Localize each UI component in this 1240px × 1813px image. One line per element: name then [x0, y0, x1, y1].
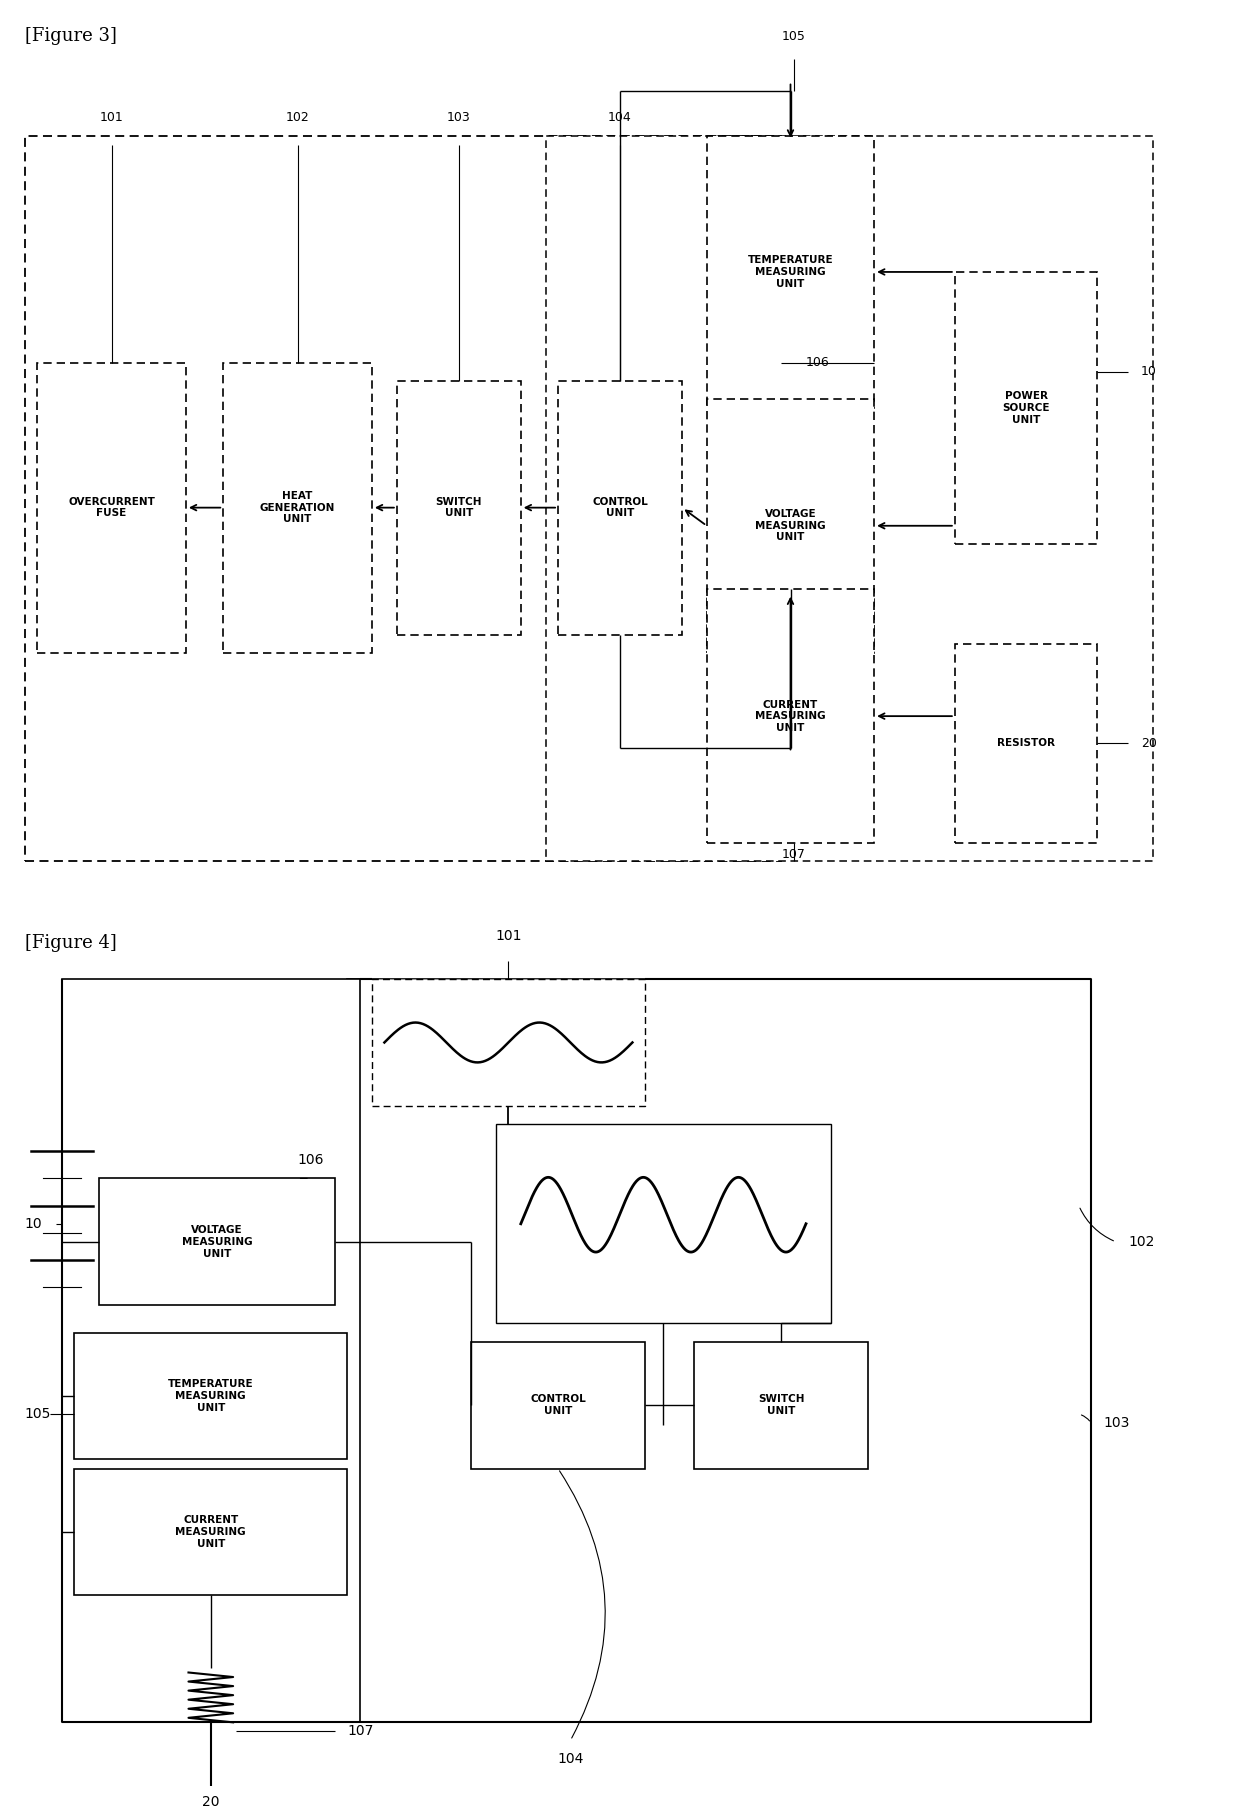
Text: 10: 10: [25, 1217, 42, 1231]
Text: CURRENT
MEASURING
UNIT: CURRENT MEASURING UNIT: [755, 700, 826, 732]
Text: 20: 20: [1141, 736, 1157, 751]
Text: [Figure 3]: [Figure 3]: [25, 27, 117, 45]
Bar: [955, 272, 1097, 544]
Text: 101: 101: [495, 928, 522, 943]
Bar: [694, 1342, 868, 1469]
Text: 106: 106: [806, 355, 830, 370]
Text: CURRENT
MEASURING
UNIT: CURRENT MEASURING UNIT: [176, 1516, 246, 1548]
Bar: [74, 1333, 347, 1459]
Bar: [62, 979, 360, 1722]
Text: 104: 104: [557, 1751, 584, 1766]
Text: 20: 20: [202, 1795, 219, 1809]
Text: RESISTOR: RESISTOR: [997, 738, 1055, 749]
Text: VOLTAGE
MEASURING
UNIT: VOLTAGE MEASURING UNIT: [182, 1226, 252, 1258]
Text: HEAT
GENERATION
UNIT: HEAT GENERATION UNIT: [260, 491, 335, 524]
Text: 104: 104: [608, 111, 632, 125]
Text: 106: 106: [298, 1153, 324, 1168]
Text: OVERCURRENT
FUSE: OVERCURRENT FUSE: [68, 497, 155, 519]
Bar: [707, 399, 874, 653]
Bar: [707, 136, 874, 408]
Text: SWITCH
UNIT: SWITCH UNIT: [758, 1394, 805, 1416]
Text: 103: 103: [446, 111, 471, 125]
Text: 102: 102: [285, 111, 310, 125]
Text: 103: 103: [1104, 1416, 1130, 1430]
Bar: [955, 644, 1097, 843]
Bar: [471, 1342, 645, 1469]
Text: VOLTAGE
MEASURING
UNIT: VOLTAGE MEASURING UNIT: [755, 509, 826, 542]
Bar: [397, 381, 521, 635]
Text: 101: 101: [99, 111, 124, 125]
Text: 10: 10: [1141, 364, 1157, 379]
Bar: [496, 1124, 831, 1323]
Text: 105: 105: [25, 1407, 51, 1421]
Text: [Figure 4]: [Figure 4]: [25, 934, 117, 952]
Text: 107: 107: [781, 848, 806, 861]
Bar: [546, 136, 1153, 861]
Text: 102: 102: [1128, 1235, 1154, 1249]
Text: TEMPERATURE
MEASURING
UNIT: TEMPERATURE MEASURING UNIT: [748, 256, 833, 288]
Text: CONTROL
UNIT: CONTROL UNIT: [531, 1394, 585, 1416]
Bar: [372, 979, 645, 1106]
Bar: [223, 363, 372, 653]
Text: POWER
SOURCE
UNIT: POWER SOURCE UNIT: [1002, 392, 1050, 424]
Bar: [99, 1178, 335, 1305]
Bar: [707, 589, 874, 843]
Text: TEMPERATURE
MEASURING
UNIT: TEMPERATURE MEASURING UNIT: [167, 1380, 254, 1412]
Text: 105: 105: [781, 29, 806, 44]
Bar: [347, 979, 1091, 1722]
Text: 107: 107: [347, 1724, 373, 1739]
Bar: [25, 136, 781, 861]
Bar: [558, 381, 682, 635]
Text: CONTROL
UNIT: CONTROL UNIT: [593, 497, 647, 519]
Bar: [37, 363, 186, 653]
Text: SWITCH
UNIT: SWITCH UNIT: [435, 497, 482, 519]
Bar: [74, 1469, 347, 1595]
